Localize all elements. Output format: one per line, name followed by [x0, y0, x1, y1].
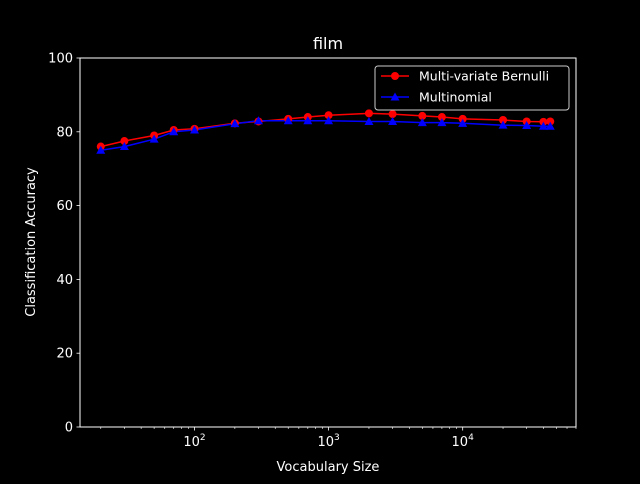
data-point	[324, 116, 334, 125]
data-point	[458, 118, 468, 127]
data-point	[253, 116, 263, 125]
data-point	[96, 145, 106, 154]
axis-ticks: 0 20 40 60 80 100 102 103 104	[48, 52, 577, 450]
data-point	[189, 125, 199, 134]
x-axis-label: Vocabulary Size	[277, 460, 380, 475]
data-point	[418, 111, 427, 120]
data-point	[119, 142, 129, 151]
data-point	[437, 118, 447, 127]
y-tick-label: 20	[56, 347, 73, 362]
x-tick-label: 104	[452, 433, 475, 450]
data-point	[120, 137, 129, 146]
data-point	[417, 118, 427, 127]
y-axis-label: Classification Accuracy	[24, 167, 39, 317]
legend-label-bernulli: Multi-variate Bernulli	[419, 69, 549, 84]
legend-box	[374, 65, 570, 111]
y-tick-label: 40	[56, 273, 73, 288]
data-point	[538, 121, 548, 130]
y-tick-label: 80	[56, 125, 73, 140]
data-point	[169, 127, 179, 136]
data-point	[437, 113, 446, 122]
y-tick-label: 60	[56, 199, 73, 214]
data-point	[498, 120, 508, 129]
data-point	[149, 134, 159, 143]
data-point	[364, 109, 373, 118]
data-point	[303, 116, 313, 125]
chart-title: film	[313, 34, 343, 53]
y-tick-label: 100	[48, 52, 73, 67]
legend-marker-bernulli	[391, 72, 399, 80]
data-point	[545, 121, 555, 130]
data-point	[283, 116, 293, 125]
data-point	[499, 115, 508, 124]
axes-frame	[79, 57, 577, 428]
data-point	[388, 116, 398, 125]
data-point	[364, 116, 374, 125]
legend: Multi-variate Bernulli Multinomial	[374, 65, 570, 111]
data-point	[324, 111, 333, 120]
data-point	[230, 119, 240, 128]
legend-marker-multinomial	[390, 92, 400, 101]
data-point	[522, 121, 532, 130]
x-tick-label: 103	[317, 433, 339, 450]
data-point	[546, 117, 555, 126]
x-tick-label: 102	[183, 433, 205, 450]
data-point	[388, 110, 397, 119]
legend-label-multinomial: Multinomial	[419, 90, 492, 105]
plot-markers	[96, 109, 555, 154]
y-tick-label: 0	[65, 421, 73, 436]
